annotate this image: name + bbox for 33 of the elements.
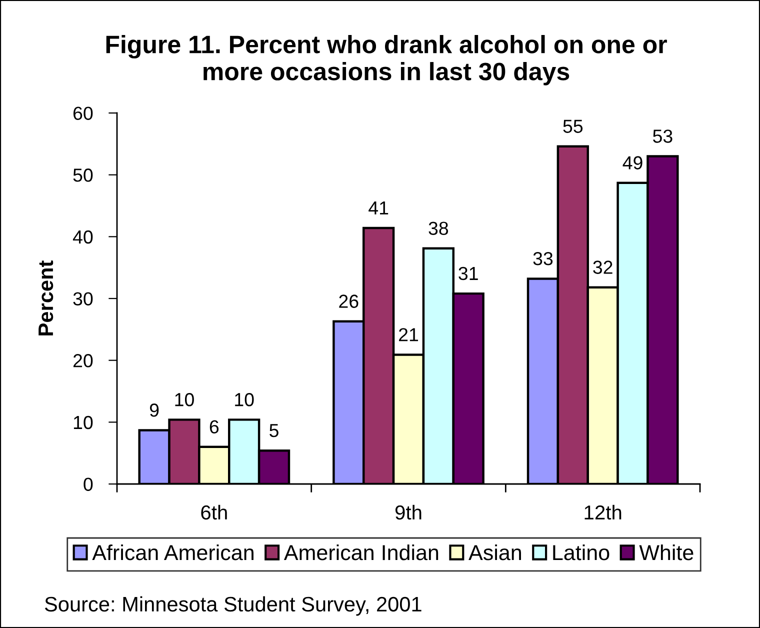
- legend-label: American Indian: [284, 544, 438, 560]
- legend-label: Latino: [553, 544, 610, 560]
- data-label: 49: [622, 156, 642, 170]
- data-label: 5: [270, 424, 278, 438]
- y-tick-label: 20: [73, 354, 93, 368]
- data-label: 33: [533, 252, 553, 266]
- data-label: 55: [563, 120, 583, 133]
- y-tick-label: 40: [72, 230, 93, 244]
- legend-label: White: [639, 544, 694, 560]
- data-label: 26: [339, 294, 358, 308]
- y-axis-title: Percent: [38, 260, 54, 336]
- source-note: Source: Minnesota Student Survey, 2001: [44, 596, 422, 616]
- x-tick-label: 9th: [395, 504, 422, 520]
- data-label: 21: [399, 328, 418, 342]
- y-tick-label: 10: [74, 416, 93, 430]
- data-label: 32: [593, 260, 612, 274]
- legend-label: African American: [92, 544, 254, 560]
- data-label: 9: [150, 404, 159, 417]
- chart-title: Figure 11. Percent who drank alcohol on one or more occasions in last 30 days: [106, 35, 667, 86]
- x-tick-label: 6th: [201, 504, 227, 520]
- data-label: 53: [653, 130, 672, 143]
- data-label: 38: [428, 222, 448, 235]
- data-label: 10: [235, 392, 254, 406]
- data-label: 41: [368, 202, 388, 214]
- y-tick-label: 30: [73, 292, 93, 306]
- data-label: 10: [175, 392, 194, 406]
- x-tick-label: 12th: [584, 504, 622, 520]
- data-label: 31: [458, 266, 478, 280]
- data-label: 6: [210, 420, 219, 434]
- y-tick-label: 50: [73, 168, 93, 182]
- y-tick-label: 0: [84, 478, 93, 491]
- legend-label: Asian: [468, 544, 521, 560]
- y-tick-label: 60: [73, 106, 93, 120]
